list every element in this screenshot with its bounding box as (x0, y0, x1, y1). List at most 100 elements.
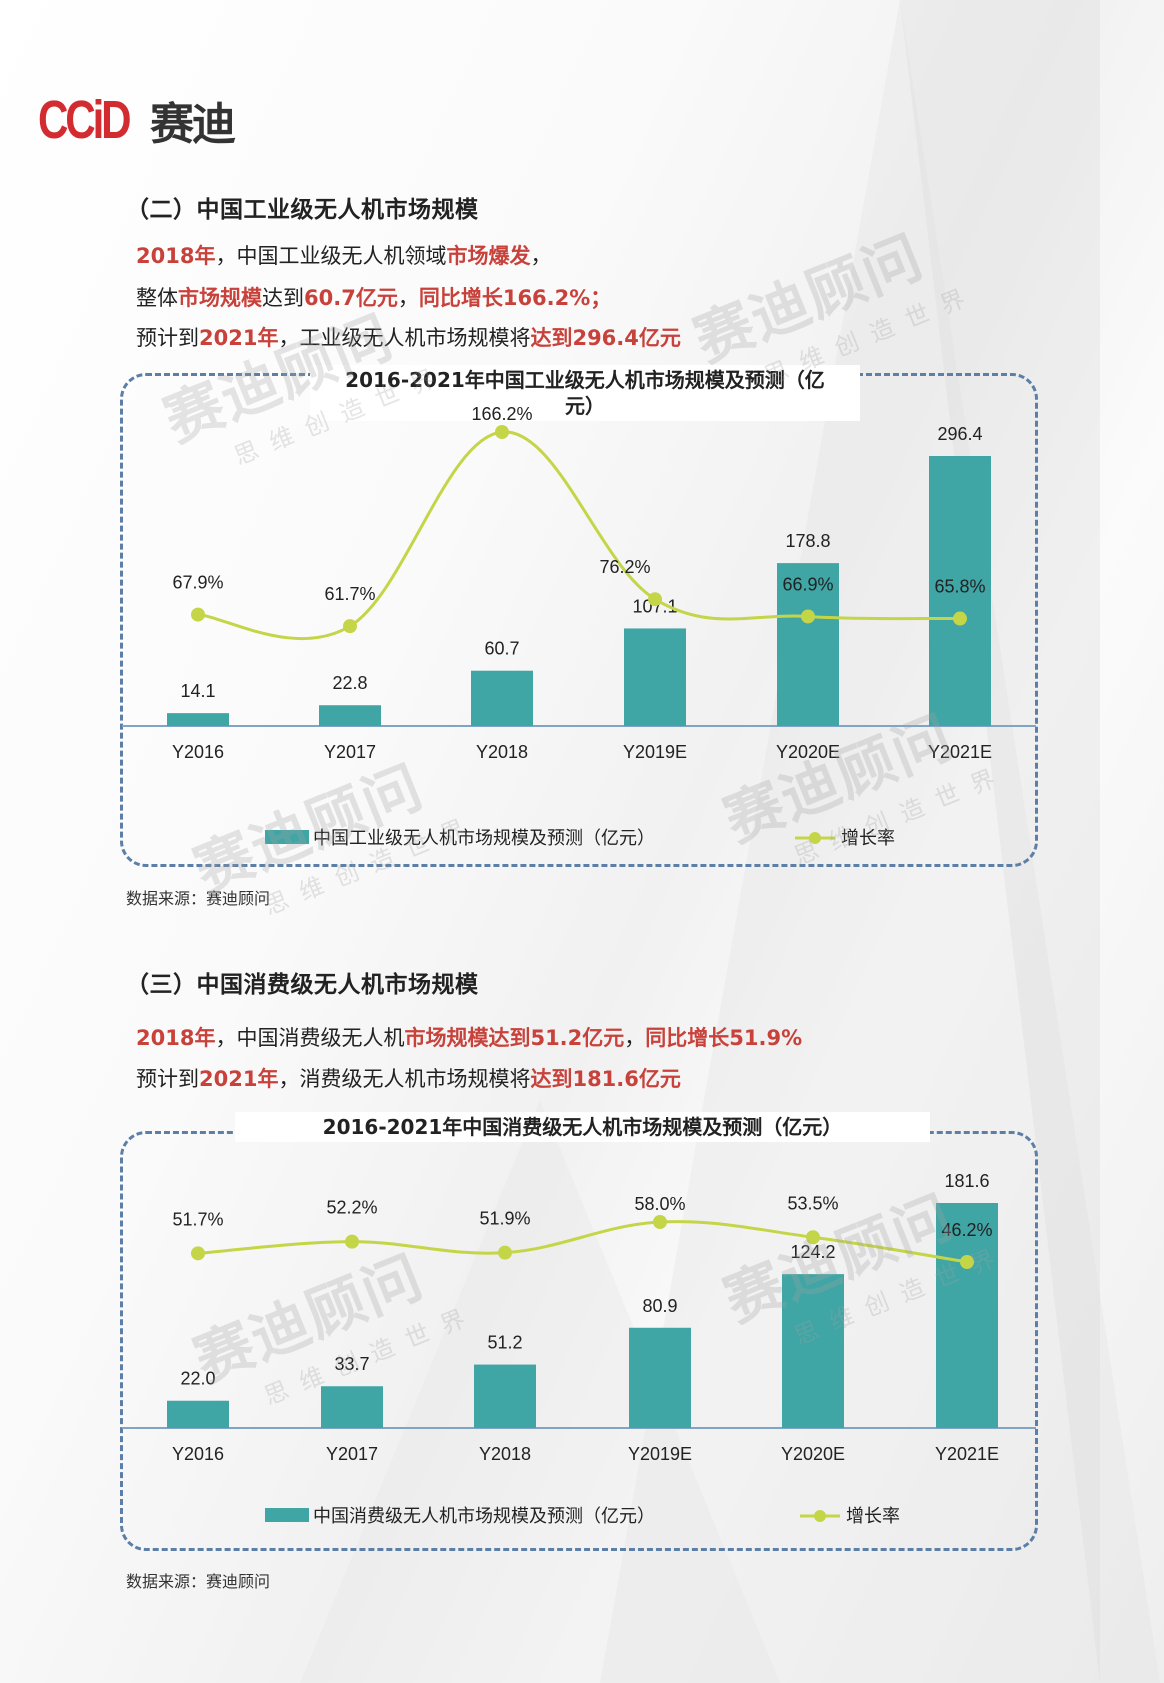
legend-bar-swatch (265, 1508, 309, 1522)
bar-value-label: 14.1 (180, 681, 215, 701)
x-tick-label: Y2019E (623, 742, 687, 762)
bar (929, 456, 991, 726)
x-tick-label: Y2020E (781, 1444, 845, 1464)
chart-title-line: 2016-2021年中国工业级无人机市场规模及预测（亿 (345, 368, 825, 392)
paragraph-line: 预计到2021年，消费级无人机市场规模将达到181.6亿元 (136, 1063, 681, 1093)
data-source: 数据来源：赛迪顾问 (126, 889, 271, 908)
x-tick-label: Y2017 (326, 1444, 378, 1464)
growth-rate-label: 51.7% (172, 1209, 223, 1229)
section-title-consumer: （三）中国消费级无人机市场规模 (126, 972, 479, 998)
x-tick-label: Y2017 (324, 742, 376, 762)
growth-rate-marker (191, 1246, 205, 1261)
growth-rate-label: 61.7% (324, 584, 375, 604)
bar (167, 1400, 229, 1428)
bar-value-label: 107.1 (632, 596, 677, 616)
paragraph-line: 预计到2021年，工业级无人机市场规模将达到296.4亿元 (136, 322, 681, 352)
growth-rate-label: 46.2% (941, 1220, 992, 1240)
growth-rate-marker (960, 1255, 974, 1269)
highlight-text: 达到296.4亿元 (530, 326, 681, 350)
legend-bar-swatch (265, 830, 309, 844)
growth-rate-label: 166.2% (471, 404, 532, 424)
x-tick-label: Y2018 (476, 742, 528, 762)
body-text: ， (530, 244, 552, 268)
highlight-text: 市场爆发 (446, 244, 531, 268)
body-text: ，中国消费级无人机 (215, 1026, 405, 1050)
growth-rate-label: 52.2% (326, 1198, 377, 1218)
growth-rate-marker (498, 1245, 512, 1260)
growth-rate-label: 51.9% (479, 1209, 530, 1229)
growth-rate-marker (801, 609, 815, 624)
bar-value-label: 124.2 (790, 1242, 835, 1262)
highlight-text: 市场规模 (178, 286, 262, 310)
growth-rate-label: 66.9% (782, 574, 833, 594)
legend-line-label: 增长率 (846, 1506, 900, 1527)
data-source: 数据来源：赛迪顾问 (126, 1572, 271, 1591)
growth-rate-marker (495, 425, 509, 439)
highlight-text: 2018年 (136, 244, 216, 268)
highlight-text: 市场规模达到51.2亿元 (404, 1026, 625, 1050)
legend-bar-label: 中国工业级无人机市场规模及预测（亿元） (313, 828, 655, 849)
bar (321, 1386, 383, 1428)
section-title-industrial: （二）中国工业级无人机市场规模 (126, 197, 479, 223)
bar-value-label: 178.8 (785, 531, 830, 551)
bar (936, 1203, 998, 1428)
growth-rate-label: 58.0% (634, 1194, 685, 1214)
paragraph-line: 2018年，中国消费级无人机市场规模达到51.2亿元，同比增长51.9% (136, 1022, 802, 1052)
highlight-text: 2021年 (199, 1067, 279, 1091)
chart-title-consumer: 2016-2021年中国消费级无人机市场规模及预测（亿元） (235, 1112, 930, 1142)
bar-value-label: 181.6 (944, 1171, 989, 1191)
legend-bar-label: 中国消费级无人机市场规模及预测（亿元） (313, 1506, 655, 1527)
bar (624, 628, 686, 726)
growth-rate-marker (648, 592, 662, 607)
body-text: 预计到 (136, 326, 199, 350)
x-tick-label: Y2018 (479, 1444, 531, 1464)
chart-title-line: 2016-2021年中国消费级无人机市场规模及预测（亿元） (322, 1115, 843, 1139)
chart-title-industrial: 2016-2021年中国工业级无人机市场规模及预测（亿 元） (310, 365, 860, 421)
x-tick-label: Y2020E (776, 742, 840, 762)
body-text: ，中国工业级无人机领域 (215, 244, 447, 268)
bar-value-label: 296.4 (937, 424, 982, 444)
highlight-text: 60.7亿元 (304, 286, 398, 310)
growth-rate-label: 76.2% (599, 557, 650, 577)
body-text: ，工业级无人机市场规模将 (278, 326, 531, 350)
logo-chinese: 赛迪 (150, 99, 236, 150)
highlight-text: 2021年 (199, 326, 279, 350)
bar-value-label: 22.8 (332, 673, 367, 693)
x-tick-label: Y2021E (928, 742, 992, 762)
bar-value-label: 51.2 (487, 1333, 522, 1353)
bar-value-label: 22.0 (180, 1369, 215, 1389)
body-text: ，消费级无人机市场规模将 (278, 1067, 531, 1091)
highlight-text: 达到181.6亿元 (530, 1067, 681, 1091)
bar (319, 705, 381, 726)
bar (471, 670, 533, 726)
growth-rate-label: 65.8% (934, 577, 985, 597)
bar (777, 563, 839, 726)
logo-english: CCiD (38, 90, 132, 150)
paragraph-line: 2018年，中国工业级无人机领域市场爆发， (136, 240, 551, 270)
x-tick-label: Y2021E (935, 1444, 999, 1464)
bar-value-label: 80.9 (642, 1296, 677, 1316)
highlight-text: 2018年 (136, 1026, 216, 1050)
body-text: ， (397, 286, 419, 310)
growth-rate-marker (345, 1234, 359, 1249)
highlight-text: 同比增长51.9% (645, 1026, 803, 1050)
bar-value-label: 33.7 (334, 1354, 369, 1374)
legend-line-marker (809, 832, 821, 844)
chart-title-line: 元） (565, 394, 605, 418)
growth-rate-marker (191, 607, 205, 622)
x-tick-label: Y2019E (628, 1444, 692, 1464)
bar (782, 1274, 844, 1428)
growth-rate-marker (343, 619, 357, 634)
bar (474, 1364, 536, 1428)
legend-line-label: 增长率 (841, 828, 895, 849)
growth-rate-marker (953, 611, 967, 626)
legend-line-marker (814, 1510, 826, 1522)
growth-rate-line (197, 1220, 968, 1264)
body-text: 预计到 (136, 1067, 199, 1091)
growth-rate-label: 67.9% (172, 573, 223, 593)
growth-rate-marker (806, 1230, 820, 1245)
bar (629, 1327, 691, 1428)
growth-rate-label: 53.5% (787, 1193, 838, 1213)
highlight-text: 同比增长166.2%； (418, 286, 612, 310)
